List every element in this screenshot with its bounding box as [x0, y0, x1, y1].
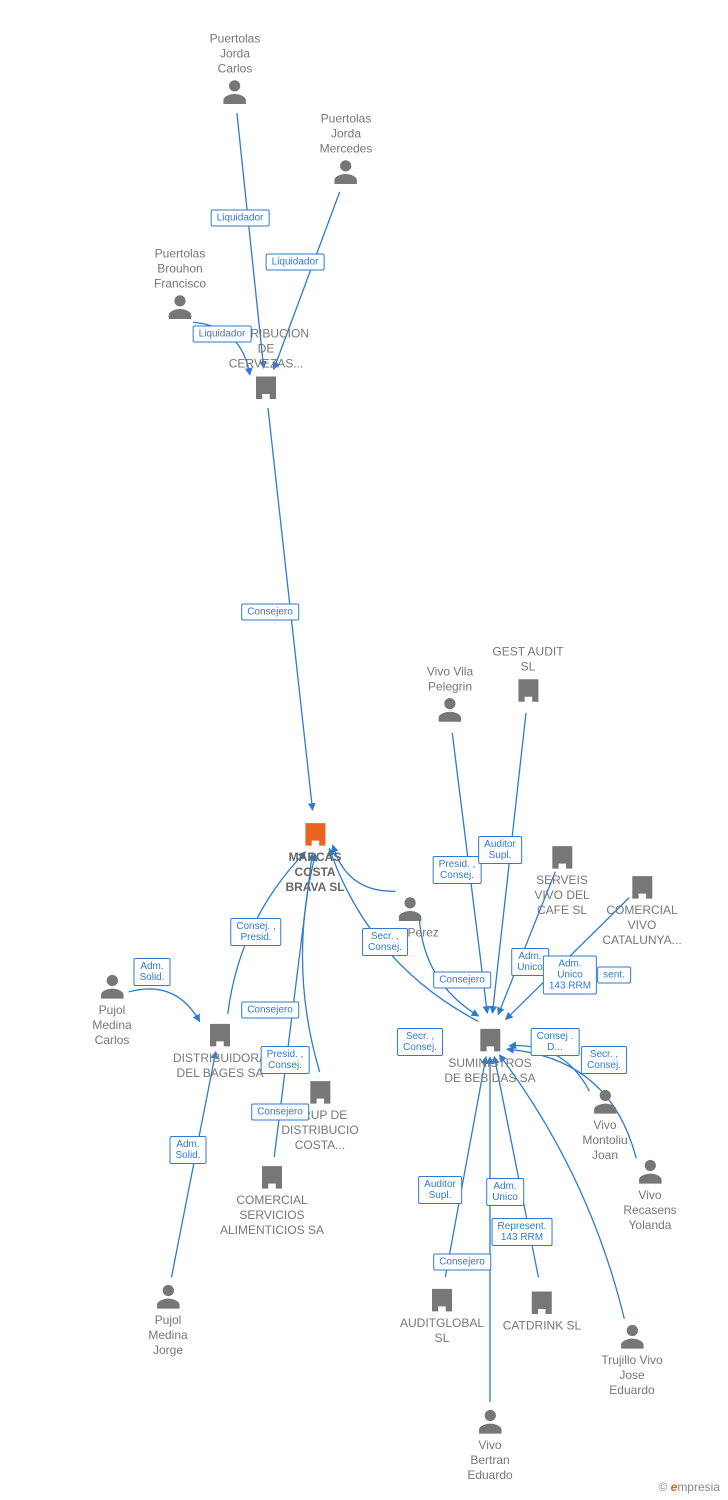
- edge-c_distrib_bages-c_marcas: [228, 852, 306, 1014]
- edge-c_auditglobal-c_suministros: [445, 1057, 486, 1278]
- edge-p_pujol_carlos-c_distrib_bages: [129, 989, 200, 1022]
- edge-c_suministros-c_marcas: [329, 849, 478, 1022]
- edge-p_vivo_pelegrin-c_suministros: [452, 733, 487, 1013]
- edge-c_comercial_vivo_cat-c_suministros: [506, 898, 630, 1020]
- edge-c_grup_distrib-c_marcas: [302, 854, 319, 1072]
- brand-rest: mpresia: [677, 1480, 720, 1494]
- edge-c_serveis_vivo-c_suministros: [498, 872, 555, 1015]
- edge-c_catdrink-c_suministros: [494, 1057, 538, 1278]
- graph-edges: [0, 0, 728, 1500]
- edge-c_comercial_serv_alim-c_marcas: [274, 854, 312, 1157]
- edge-p_carlos-c_distrib_cervezas: [237, 113, 264, 368]
- edge-c_distrib_cervezas-c_marcas: [268, 408, 313, 810]
- edge-p_pujol_jorge-c_distrib_bages: [171, 1052, 215, 1278]
- edge-p_francisco-c_distrib_cervezas: [193, 322, 250, 375]
- edge-c_gest_audit-c_suministros: [492, 713, 526, 1013]
- edge-p_mercedes-c_distrib_cervezas: [274, 192, 340, 370]
- edge-p_vivo_recasens-c_suministros: [507, 1049, 636, 1158]
- edge-p_vivo_perez-c_suministros: [419, 917, 478, 1016]
- copyright-symbol: ©: [658, 1480, 667, 1494]
- edge-p_trujillo-c_suministros: [499, 1055, 624, 1319]
- copyright: © empresia: [658, 1480, 720, 1494]
- edge-p_vivo_perez-c_marcas: [333, 845, 396, 891]
